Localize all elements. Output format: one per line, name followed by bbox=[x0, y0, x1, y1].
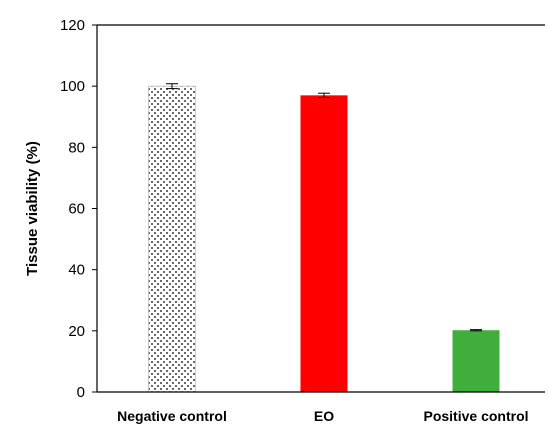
y-tick-label: 60 bbox=[68, 201, 85, 218]
y-tick-label: 120 bbox=[60, 17, 85, 34]
y-tick-label: 80 bbox=[68, 139, 85, 156]
y-tick-label: 100 bbox=[60, 78, 85, 95]
y-axis-title: Tissue viability (%) bbox=[24, 141, 41, 276]
y-axis-title-group: Tissue viability (%) bbox=[24, 141, 41, 276]
x-tick-label: EO bbox=[314, 408, 334, 424]
bar-negative-control bbox=[148, 85, 196, 393]
error-bars bbox=[166, 83, 482, 332]
error-bar-eo bbox=[318, 92, 330, 98]
x-tick-label: Negative control bbox=[117, 408, 227, 424]
y-tick-label: 20 bbox=[68, 323, 85, 340]
bar-positive-control bbox=[452, 330, 500, 392]
x-tick-label: Positive control bbox=[423, 408, 528, 424]
error-bar-positive-control bbox=[470, 329, 482, 332]
error-bar-negative-control bbox=[166, 83, 178, 90]
y-tick-label: 0 bbox=[77, 384, 85, 401]
bars bbox=[148, 85, 500, 393]
y-ticks: 0 20 40 60 80 100 120 bbox=[60, 17, 97, 401]
x-tick-labels: Negative control EO Positive control bbox=[117, 408, 528, 424]
bar-eo bbox=[300, 95, 348, 392]
y-tick-label: 40 bbox=[68, 262, 85, 279]
